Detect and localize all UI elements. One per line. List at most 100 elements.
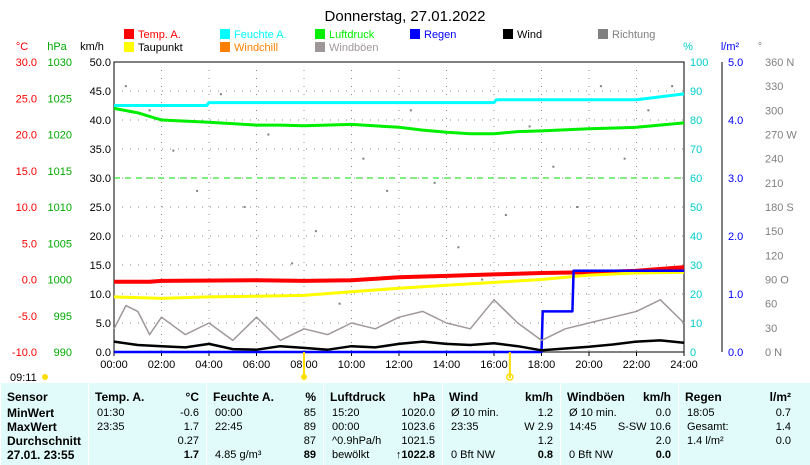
stats-value: 0.0	[655, 449, 671, 461]
stats-label: bewölkt	[332, 449, 370, 461]
direction-point	[291, 262, 294, 265]
legend-swatch	[220, 42, 230, 52]
stats-unit: km/h	[524, 390, 553, 404]
tick-humidity: 20	[690, 289, 702, 301]
tick-pressure: 1000	[48, 275, 72, 287]
tick-temp: 25.0	[16, 93, 37, 105]
axis-units: °C hPa km/h% l/m² °	[16, 41, 762, 53]
direction-point	[671, 85, 674, 88]
direction-point	[409, 109, 412, 112]
sun-icon	[42, 374, 48, 380]
daylight-label: 09:11	[10, 372, 37, 383]
tick-x: 10:00	[338, 359, 366, 371]
tick-x: 24:00	[670, 359, 698, 371]
direction-point	[552, 165, 555, 168]
tick-pressure: 1005	[48, 238, 72, 250]
direction-point	[457, 246, 460, 249]
direction-point	[124, 85, 127, 88]
stats-value: 2.0	[655, 435, 671, 447]
stats-value: 0.8	[537, 449, 553, 461]
weather-chart: Donnerstag, 27.01.2022 Temp. A. Feuchte A…	[10, 8, 797, 383]
tick-temp: -10.0	[12, 347, 37, 359]
tick-x: 18:00	[528, 359, 556, 371]
tick-temp: 0.0	[22, 275, 37, 287]
direction-point	[148, 109, 151, 112]
direction-point	[172, 149, 175, 152]
stats-column: Temp. A. °C 01:30 -0.6 23:35 1.7 0.27 1.7	[88, 383, 207, 465]
tick-wind: 40.0	[90, 115, 111, 127]
grid	[114, 62, 684, 352]
legend-swatch	[598, 29, 608, 39]
direction-point	[576, 206, 579, 208]
tick-pressure: 1025	[48, 93, 72, 105]
legend-label: Windchill	[234, 42, 278, 54]
legend-label: Taupunkt	[138, 42, 183, 54]
tick-humidity: 10	[690, 318, 702, 330]
tick-x: 04:00	[195, 359, 223, 371]
stats-value: 1.2	[537, 435, 553, 447]
stats-value: 89	[303, 449, 316, 461]
tick-rain: 1.0	[728, 289, 743, 301]
tick-humidity: 50	[690, 202, 702, 214]
tick-direction: 360 N	[765, 57, 794, 69]
tick-humidity: 0	[690, 347, 696, 359]
series-regen	[114, 269, 684, 354]
tick-direction: 150	[765, 226, 783, 238]
tick-wind: 50.0	[90, 57, 111, 69]
tick-humidity: 100	[690, 57, 708, 69]
stats-value: 1.7	[183, 449, 199, 461]
tick-humidity: 40	[690, 231, 702, 243]
stats-unit: hPa	[412, 390, 435, 404]
axis-unit-direction: °	[758, 41, 762, 53]
direction-point	[219, 93, 222, 96]
tick-rain: 0.0	[728, 347, 743, 359]
legend-swatch	[220, 29, 230, 39]
tick-wind: 20.0	[90, 231, 111, 243]
tick-direction: 30	[765, 323, 777, 335]
stats-label: 1.4 l/m²	[687, 435, 724, 447]
stats-label: 00:00	[332, 421, 360, 433]
axis-unit-wind: km/h	[80, 41, 104, 53]
stats-header: Sensor	[7, 390, 48, 404]
legend-swatch	[410, 29, 420, 39]
stats-label: Ø 10 min.	[569, 407, 617, 419]
axis-unit-temp: °C	[16, 41, 28, 53]
stats-value: 1023.6	[401, 421, 435, 433]
tick-temp: 20.0	[16, 130, 37, 142]
axis-ticks: 30.025.020.015.010.05.00.0-5.0-10.010301…	[12, 57, 797, 371]
tick-humidity: 90	[690, 86, 702, 98]
direction-point	[504, 214, 507, 217]
stats-column: Sensor MinWert MaxWert Durchschnitt 27.01. 2…	[0, 383, 89, 465]
direction-point	[386, 189, 389, 192]
tick-direction: 0 N	[765, 347, 782, 359]
tick-wind: 5.0	[96, 318, 111, 330]
tick-pressure: 1010	[48, 202, 72, 214]
tick-x: 06:00	[243, 359, 271, 371]
stats-unit: °C	[185, 390, 199, 404]
legend-swatch	[503, 29, 513, 39]
tick-wind: 15.0	[90, 260, 111, 272]
stats-value: W 2.9	[524, 421, 553, 433]
tick-direction: 210	[765, 178, 783, 190]
tick-temp: 10.0	[16, 202, 37, 214]
axis-unit-humidity: %	[683, 41, 693, 53]
stats-label: 14:45	[569, 421, 597, 433]
tick-temp: 5.0	[22, 238, 37, 250]
stats-label: Durchschnitt	[7, 434, 82, 448]
tick-pressure: 1015	[48, 166, 72, 178]
tick-wind: 45.0	[90, 86, 111, 98]
tick-x: 00:00	[100, 359, 128, 371]
stats-label: 22:45	[215, 421, 243, 433]
legend: Temp. A. Feuchte A. Luftdruck Regen Wind Rich…	[124, 29, 655, 54]
tick-wind: 0.0	[96, 347, 111, 359]
tick-rain: 3.0	[728, 173, 743, 185]
tick-direction: 120	[765, 250, 783, 262]
tick-humidity: 60	[690, 173, 702, 185]
legend-swatch	[124, 29, 134, 39]
stats-label: 0 Bft NW	[569, 449, 614, 461]
tick-humidity: 30	[690, 260, 702, 272]
tick-x: 14:00	[433, 359, 461, 371]
stats-value: 1.4	[775, 421, 791, 433]
series-windb-en	[113, 299, 685, 342]
tick-rain: 2.0	[728, 231, 743, 243]
